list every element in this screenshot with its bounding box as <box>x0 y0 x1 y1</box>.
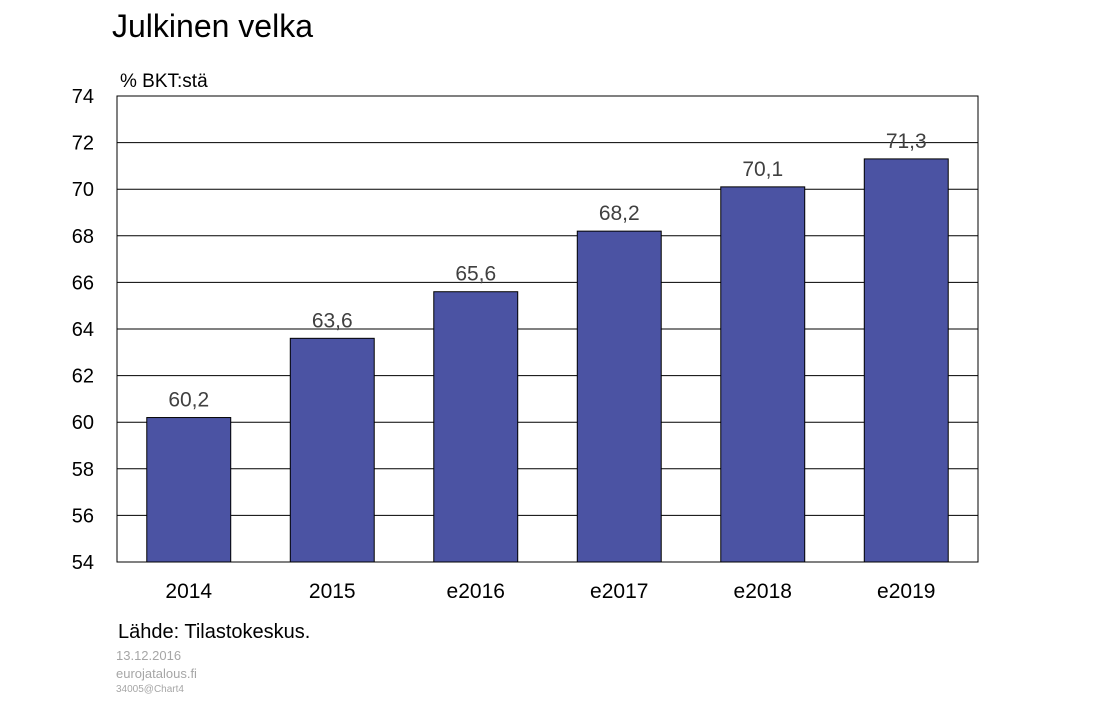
x-tick-label-e2018: e2018 <box>734 580 792 603</box>
data-label-e2018: 70,1 <box>742 158 783 181</box>
y-tick-label: 64 <box>72 319 94 341</box>
x-tick-label-e2016: e2016 <box>447 580 505 603</box>
y-axis-label: % BKT:stä <box>120 71 208 92</box>
y-tick-label: 70 <box>72 179 94 201</box>
bars <box>146 158 949 563</box>
bar-e2016 <box>433 291 519 563</box>
y-tick-label: 60 <box>72 412 94 434</box>
data-labels: 60,2 63,6 65,6 68,2 70,1 71,3 <box>168 130 926 412</box>
source-note: Lähde: Tilastokeskus. <box>118 621 311 643</box>
data-label-e2017: 68,2 <box>599 202 640 225</box>
bar-e2019 <box>863 158 949 563</box>
y-axis-ticks: 54 56 58 60 62 64 66 68 70 72 74 <box>72 86 94 574</box>
bar-2015 <box>289 337 375 563</box>
footer-site: eurojatalous.fi <box>116 666 197 681</box>
footer-code: 34005@Chart4 <box>116 684 184 695</box>
y-tick-label: 58 <box>72 459 94 481</box>
x-tick-label-e2019: e2019 <box>877 580 935 603</box>
x-tick-label-2015: 2015 <box>309 580 356 603</box>
x-tick-label-e2017: e2017 <box>590 580 648 603</box>
y-tick-label: 68 <box>72 226 94 248</box>
y-tick-label: 56 <box>72 505 94 527</box>
x-axis-ticks: 2014 2015 e2016 e2017 e2018 e2019 <box>165 580 935 603</box>
chart-title: Julkinen velka <box>112 8 313 44</box>
data-label-e2019: 71,3 <box>886 130 927 153</box>
bar-e2017 <box>576 230 662 563</box>
data-label-e2016: 65,6 <box>455 263 496 286</box>
y-tick-label: 66 <box>72 272 94 294</box>
data-label-2014: 60,2 <box>168 389 209 412</box>
data-label-2015: 63,6 <box>312 309 353 332</box>
gridlines <box>117 95 978 563</box>
bar-2014 <box>146 417 232 563</box>
y-tick-label: 74 <box>72 86 94 108</box>
x-tick-label-2014: 2014 <box>165 580 212 603</box>
bar-e2018 <box>720 186 806 563</box>
footer-date: 13.12.2016 <box>116 648 182 663</box>
y-tick-label: 54 <box>72 552 94 574</box>
y-tick-label: 72 <box>72 133 94 155</box>
y-tick-label: 62 <box>72 366 94 388</box>
plot-frame <box>116 95 979 563</box>
